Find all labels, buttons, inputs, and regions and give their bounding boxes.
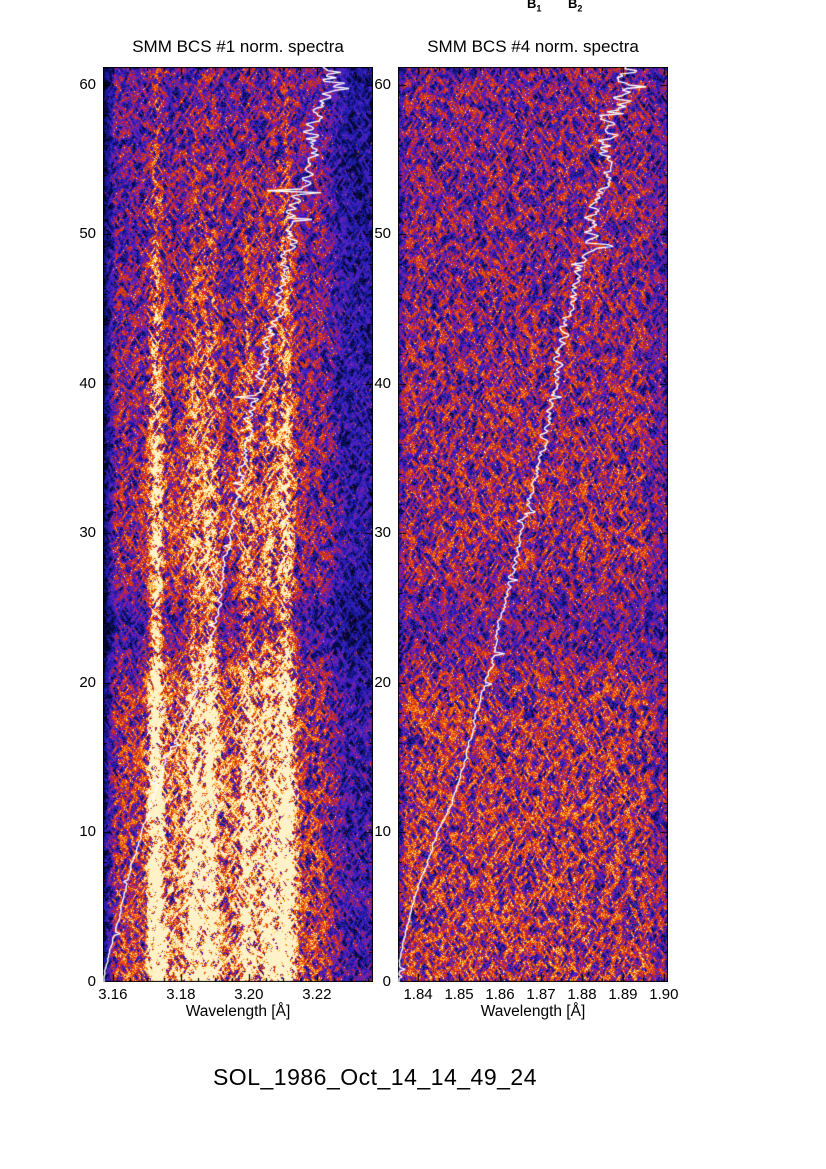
x-tick-label: 3.16 <box>98 986 128 1003</box>
panel2-xaxis-label: Wavelength [Å] <box>480 1003 586 1020</box>
x-tick-label: 1.85 <box>444 986 474 1003</box>
annotation-b2-text: B <box>568 0 578 11</box>
panel1-title: SMM BCS #1 norm. spectra <box>132 37 344 56</box>
annotation-b1: B1 <box>527 0 541 14</box>
x-tick-label: 1.89 <box>608 986 638 1003</box>
y-tick-label: 10 <box>79 823 96 841</box>
annotation-b2: B2 <box>568 0 582 14</box>
y-tick-label: 30 <box>374 524 391 542</box>
y-tick-label: 20 <box>79 673 96 691</box>
x-tick-label: 3.18 <box>166 986 196 1003</box>
annotation-b1-text: B <box>527 0 537 11</box>
x-tick-label: 1.84 <box>403 986 433 1003</box>
y-tick-label: 0 <box>87 973 96 990</box>
panel1-spectrogram <box>103 67 373 982</box>
x-tick-label: 1.90 <box>649 986 679 1003</box>
x-tick-label: 1.88 <box>567 986 597 1003</box>
y-tick-label: 20 <box>374 673 391 691</box>
y-tick-label: 40 <box>79 374 96 392</box>
y-tick-label: 0 <box>382 973 391 990</box>
x-tick-label: 3.22 <box>302 986 332 1003</box>
figure-footer-label: SOL_1986_Oct_14_14_49_24 <box>212 1064 538 1090</box>
y-tick-label: 40 <box>374 374 391 392</box>
panel2-spectrogram <box>398 67 668 982</box>
annotation-b2-subscript: 2 <box>577 3 583 14</box>
y-tick-label: 50 <box>374 225 391 243</box>
y-tick-label: 10 <box>374 823 391 841</box>
panel2-title: SMM BCS #4 norm. spectra <box>427 37 639 56</box>
x-tick-label: 1.86 <box>485 986 515 1003</box>
panel1-xaxis-label: Wavelength [Å] <box>185 1003 291 1020</box>
x-tick-label: 3.20 <box>234 986 264 1003</box>
y-tick-label: 30 <box>79 524 96 542</box>
y-tick-label: 50 <box>79 225 96 243</box>
x-tick-label: 1.87 <box>526 986 556 1003</box>
y-tick-label: 60 <box>79 75 96 93</box>
y-tick-label: 60 <box>374 75 391 93</box>
annotation-b1-subscript: 1 <box>536 3 542 14</box>
